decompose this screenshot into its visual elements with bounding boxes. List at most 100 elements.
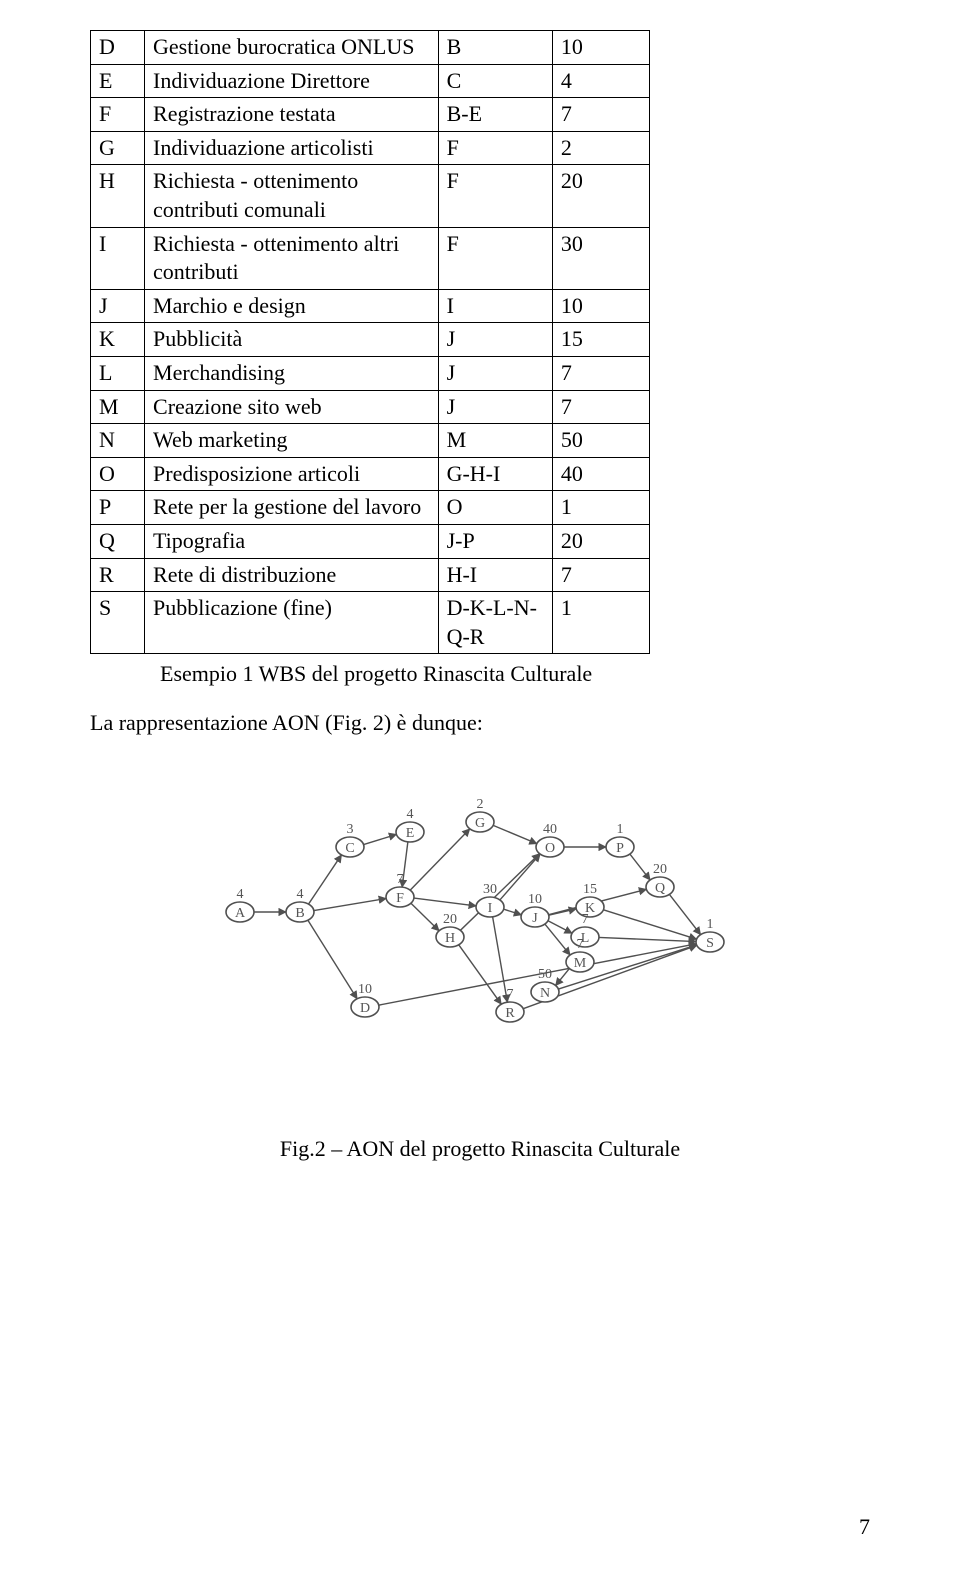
wbs-cell-code: M [91,390,145,424]
diagram-edge [493,826,537,844]
diagram-node-label: Q [655,881,665,896]
wbs-cell-code: I [91,227,145,289]
wbs-cell-desc: Registrazione testata [145,98,439,132]
wbs-cell-pred: B-E [438,98,552,132]
diagram-node-label: G [475,816,485,831]
table-row: SPubblicazione (fine)D-K-L-N-Q-R1 [91,592,650,654]
diagram-edge [669,895,700,935]
diagram-edge [493,917,508,1002]
diagram-node-duration: 40 [543,822,557,837]
diagram-node-duration: 30 [483,882,497,897]
wbs-cell-desc: Merchandising [145,356,439,390]
page-number: 7 [859,1513,870,1542]
wbs-cell-dur: 20 [552,524,649,558]
wbs-cell-code: R [91,558,145,592]
table-row: FRegistrazione testataB-E7 [91,98,650,132]
wbs-cell-dur: 10 [552,289,649,323]
wbs-cell-code: J [91,289,145,323]
wbs-cell-pred: F [438,227,552,289]
diagram-node-label: N [540,986,550,1001]
diagram-node-label: B [295,906,304,921]
wbs-cell-code: G [91,131,145,165]
diagram-node-duration: 1 [707,917,714,932]
wbs-cell-dur: 15 [552,323,649,357]
diagram-node-duration: 4 [237,887,244,902]
diagram-edge [545,925,570,956]
figure-caption: Fig.2 – AON del progetto Rinascita Cultu… [90,1135,870,1164]
wbs-cell-pred: F [438,131,552,165]
diagram-node-duration: 20 [653,862,667,877]
diagram-node-label: J [532,911,538,926]
diagram-edge [603,910,696,939]
table-row: IRichiesta - ottenimento altri contribut… [91,227,650,289]
diagram-node-duration: 3 [347,822,354,837]
wbs-cell-pred: J [438,390,552,424]
wbs-cell-code: S [91,592,145,654]
diagram-node-duration: 4 [297,887,304,902]
wbs-cell-code: P [91,491,145,525]
wbs-cell-dur: 7 [552,356,649,390]
wbs-cell-pred: J [438,356,552,390]
diagram-node-label: A [235,906,246,921]
table-row: JMarchio e designI10 [91,289,650,323]
wbs-cell-pred: B [438,31,552,65]
diagram-node-duration: 20 [443,912,457,927]
wbs-cell-pred: F [438,165,552,227]
diagram-node-duration: 15 [583,882,597,897]
wbs-cell-pred: O [438,491,552,525]
diagram-edge [599,938,696,942]
wbs-cell-desc: Web marketing [145,424,439,458]
table-row: OPredisposizione articoliG-H-I40 [91,457,650,491]
wbs-cell-code: K [91,323,145,357]
wbs-cell-desc: Richiesta - ottenimento contributi comun… [145,165,439,227]
aon-diagram: A4B4C3D10E4F7G2H20I30J10K15L7M7N50O40P1Q… [200,767,760,1065]
diagram-edge [504,910,522,916]
diagram-node-label: D [360,1001,370,1016]
wbs-cell-pred: M [438,424,552,458]
diagram-edge [314,899,386,911]
diagram-edge [309,855,342,904]
table-caption: Esempio 1 WBS del progetto Rinascita Cul… [160,660,870,689]
diagram-node-duration: 7 [582,912,589,927]
wbs-cell-desc: Rete per la gestione del lavoro [145,491,439,525]
diagram-node-duration: 7 [507,987,514,1002]
diagram-node-duration: 10 [358,982,372,997]
diagram-node-label: R [505,1006,515,1021]
wbs-cell-desc: Pubblicità [145,323,439,357]
diagram-node-label: H [445,931,455,946]
wbs-cell-desc: Predisposizione articoli [145,457,439,491]
diagram-edge [414,899,476,907]
diagram-node-duration: 4 [407,807,414,822]
wbs-cell-dur: 40 [552,457,649,491]
wbs-cell-dur: 4 [552,64,649,98]
diagram-edge [411,904,439,932]
diagram-node-label: P [616,841,624,856]
wbs-cell-code: D [91,31,145,65]
wbs-cell-dur: 7 [552,98,649,132]
table-row: GIndividuazione articolistiF2 [91,131,650,165]
diagram-node-duration: 1 [617,822,624,837]
diagram-node-duration: 7 [397,872,404,887]
wbs-cell-pred: G-H-I [438,457,552,491]
wbs-cell-dur: 1 [552,592,649,654]
table-row: QTipografiaJ-P20 [91,524,650,558]
wbs-cell-pred: H-I [438,558,552,592]
diagram-node-duration: 2 [477,797,484,812]
wbs-cell-dur: 10 [552,31,649,65]
wbs-cell-desc: Richiesta - ottenimento altri contributi [145,227,439,289]
table-row: KPubblicitàJ15 [91,323,650,357]
wbs-cell-desc: Creazione sito web [145,390,439,424]
wbs-cell-desc: Gestione burocratica ONLUS [145,31,439,65]
wbs-cell-dur: 7 [552,390,649,424]
diagram-node-label: I [488,901,493,916]
wbs-cell-dur: 1 [552,491,649,525]
diagram-edge [630,855,650,881]
wbs-cell-desc: Pubblicazione (fine) [145,592,439,654]
wbs-cell-pred: J [438,323,552,357]
diagram-node-label: E [406,826,415,841]
wbs-cell-code: O [91,457,145,491]
wbs-cell-dur: 30 [552,227,649,289]
table-row: HRichiesta - ottenimento contributi comu… [91,165,650,227]
wbs-cell-code: E [91,64,145,98]
table-row: PRete per la gestione del lavoroO1 [91,491,650,525]
